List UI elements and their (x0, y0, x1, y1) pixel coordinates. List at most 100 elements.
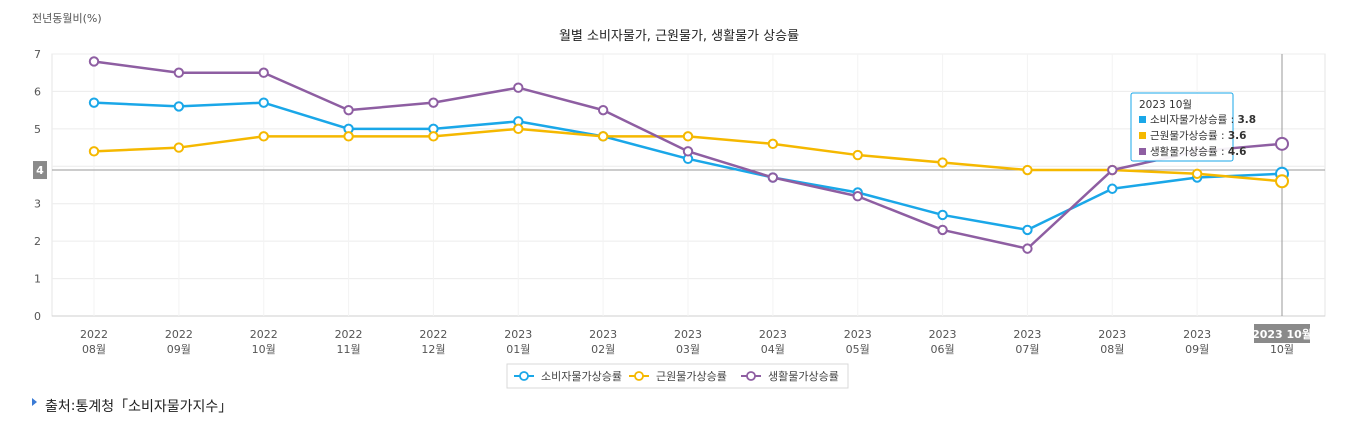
data-point (597, 131, 609, 142)
data-point (1191, 168, 1203, 179)
legend-marker-1 (634, 371, 644, 381)
x-tick-year: 2023 (1098, 328, 1126, 341)
x-tick-year: 2023 (1013, 328, 1041, 341)
tooltip-title: 2023 10월 (1139, 99, 1192, 111)
data-point (258, 131, 269, 142)
tooltip-row-label: 근원물가상승률 : (1150, 130, 1228, 142)
data-point (88, 97, 100, 108)
source-note: 출처 : 통계청「소비자물가지수」 (32, 396, 232, 416)
x-tick-month: 06월 (931, 343, 955, 356)
y-tick-label: 5 (34, 123, 41, 136)
data-point (937, 209, 948, 221)
source-label: 출처 (45, 399, 71, 415)
data-point (1275, 174, 1289, 189)
legend: 소비자물가상승률 근원물가상승률 생활물가상승률 (506, 363, 849, 389)
data-point (513, 123, 524, 135)
legend-label-0: 소비자물가상승률 (541, 370, 622, 383)
x-tick-year: 2023 (589, 328, 617, 341)
data-point (173, 101, 185, 112)
data-point (852, 191, 863, 202)
data-point (88, 146, 100, 157)
bullet-marker-icon (32, 398, 37, 406)
x-tick-month: 03월 (676, 343, 700, 356)
tooltip-swatch (1139, 148, 1146, 155)
tooltip-row-value: 4.6 (1228, 146, 1247, 158)
data-point (173, 67, 185, 78)
x-tick-month: 07월 (1015, 343, 1039, 356)
data-point (937, 224, 948, 236)
data-point (428, 97, 439, 108)
x-tick-year: 2022 (165, 328, 193, 341)
data-point (258, 67, 269, 78)
data-point (1022, 224, 1033, 236)
x-tick-year: 2023 (504, 328, 532, 341)
x-tick-year: 2022 (335, 328, 363, 341)
source-text: 통계청「소비자물가지수」 (75, 399, 233, 415)
data-point (1022, 164, 1033, 176)
x-tick-month: 11월 (337, 343, 361, 356)
tooltip-row: 소비자물가상승률 : 3.8 (1150, 114, 1256, 126)
crosshair-y-badge (33, 161, 47, 180)
chart-title: 월별 소비자물가, 근원물가, 생활물가 상승률 (559, 29, 799, 44)
source-separator: : (70, 398, 76, 414)
x-tick-month: 10월 (252, 343, 276, 356)
x-tick-month: 09월 (167, 343, 191, 356)
data-point (88, 56, 100, 67)
tooltip-row-label: 생활물가상승률 : (1150, 145, 1228, 158)
x-tick-month: 08월 (1100, 343, 1124, 356)
data-point (597, 104, 609, 116)
data-point (343, 131, 354, 142)
tooltip-box (1130, 92, 1234, 162)
tooltip-swatch (1139, 116, 1146, 123)
tooltip-row-value: 3.6 (1228, 130, 1247, 142)
tooltip-swatch (1139, 132, 1146, 139)
crosshair-y-label: 4 (36, 164, 44, 177)
data-point (682, 146, 694, 157)
data-point (1107, 183, 1118, 194)
legend-box (506, 363, 849, 389)
tooltip-row-value: 3.8 (1238, 114, 1257, 126)
legend-label-1: 근원물가상승률 (656, 370, 727, 383)
y-tick-label: 3 (34, 198, 41, 211)
x-tick-year: 2023 (929, 328, 957, 341)
x-tick-year: 2023 (1183, 328, 1211, 341)
x-tick-month: 12월 (421, 343, 445, 356)
data-point (513, 82, 524, 93)
data-point (343, 104, 354, 116)
y-axis-label: 전년동월비(%) (32, 12, 102, 25)
y-tick-label: 2 (34, 235, 41, 248)
data-point (682, 131, 694, 142)
x-tick-month: 05월 (846, 343, 870, 356)
data-point (173, 142, 185, 153)
y-tick-label: 6 (34, 85, 41, 98)
data-point (767, 138, 779, 150)
tooltip-row: 근원물가상승률 : 3.6 (1150, 130, 1246, 142)
data-point (767, 172, 779, 183)
x-tick-month: 04월 (761, 343, 785, 356)
y-tick-label: 1 (34, 273, 41, 286)
y-tick-label: 0 (34, 310, 41, 323)
x-tick-year: 2022 (419, 328, 447, 341)
data-point (428, 131, 439, 142)
x-tick-month: 01월 (506, 343, 530, 356)
crosshair-x-label: 2023 10월 (1252, 327, 1312, 341)
tooltip-row: 생활물가상승률 : 4.6 (1150, 145, 1246, 158)
data-point (1275, 136, 1289, 151)
x-tick-year: 2023 (674, 328, 702, 341)
data-point (937, 157, 948, 168)
x-tick-month: 09월 (1185, 343, 1209, 356)
data-point (258, 97, 269, 108)
legend-marker-0 (519, 371, 529, 381)
tooltip-row-label: 소비자물가상승률 : (1150, 114, 1238, 126)
x-tick-month: 08월 (82, 343, 106, 356)
x-tick-year: 2023 (844, 328, 872, 341)
y-tick-label: 7 (34, 48, 41, 61)
x-tick-year: 2022 (250, 328, 278, 341)
legend-label-2: 생활물가상승률 (768, 369, 839, 383)
data-point (1107, 164, 1118, 176)
legend-marker-2 (746, 371, 756, 381)
data-point (1022, 243, 1033, 254)
crosshair-x-badge (1254, 324, 1310, 343)
x-tick-month: 02월 (591, 343, 615, 356)
